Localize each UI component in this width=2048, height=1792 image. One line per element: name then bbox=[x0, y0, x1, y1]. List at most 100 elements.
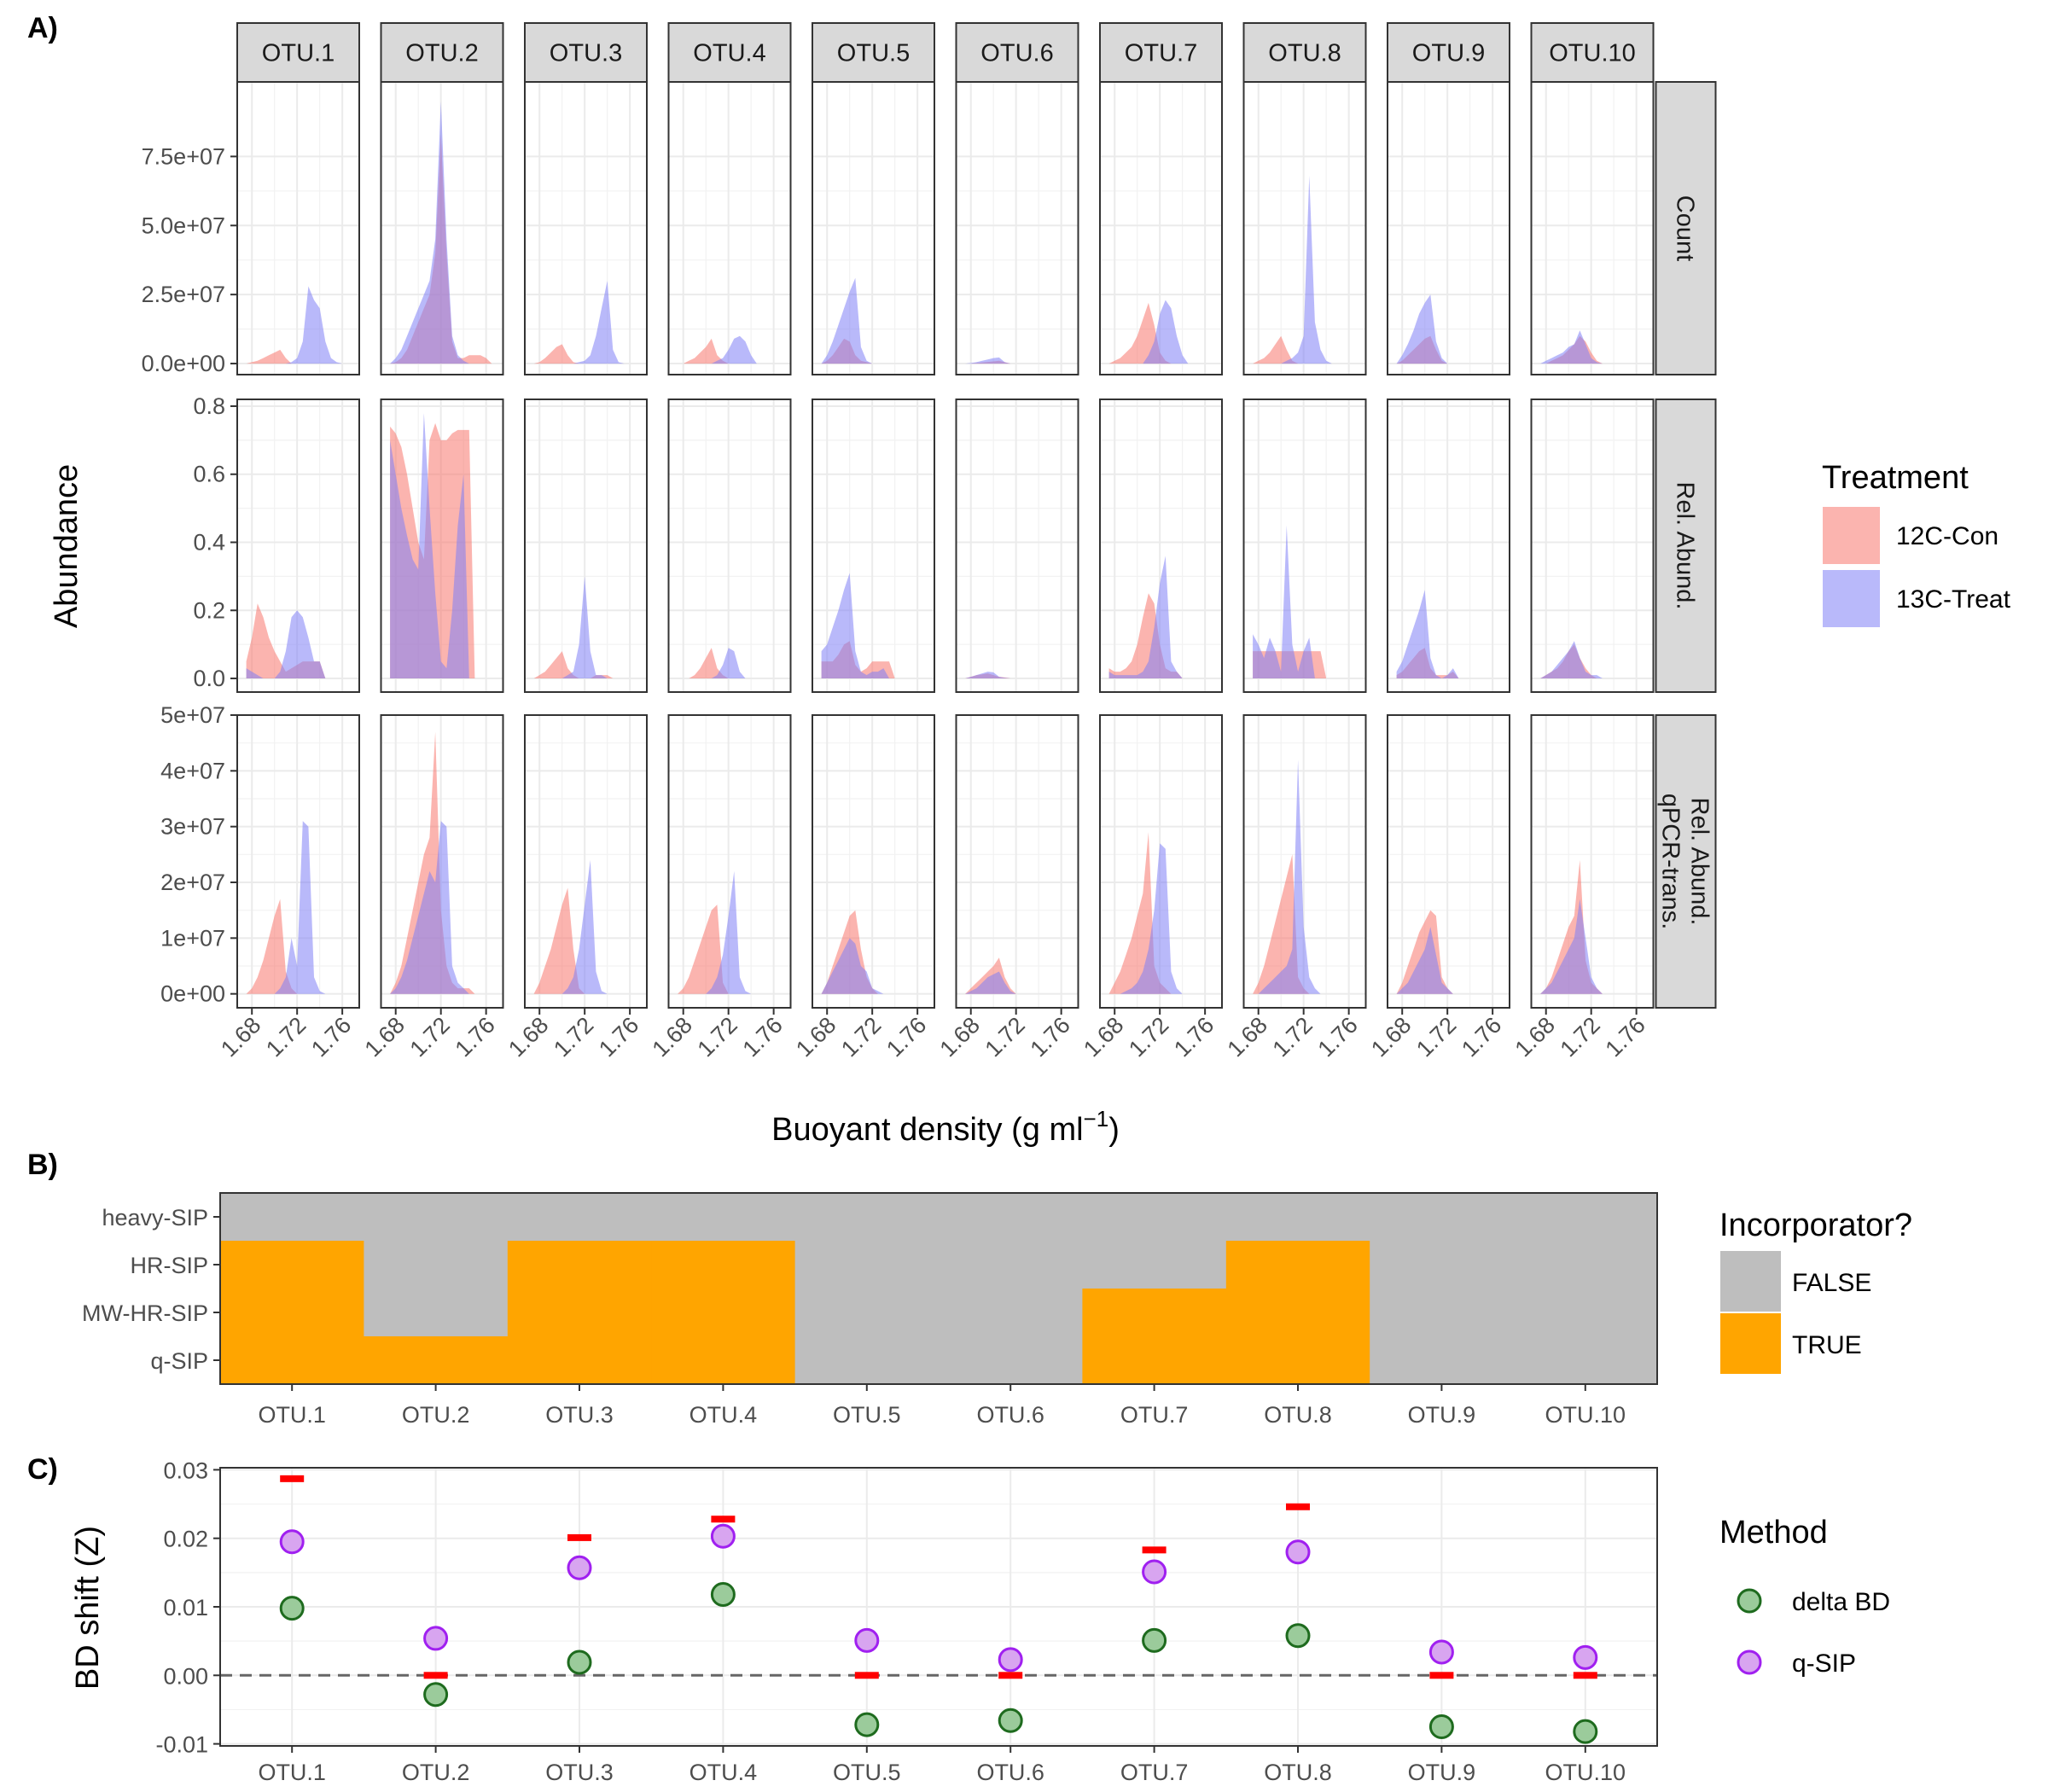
x-tick-label: 1.72 bbox=[1124, 1012, 1173, 1062]
heatmap-cell-q-sip-otu-4 bbox=[651, 1336, 796, 1385]
y-tick-label: 0.4 bbox=[193, 530, 225, 556]
heatmap-col-label-otu-8: OTU.8 bbox=[1264, 1402, 1332, 1428]
facet-border bbox=[1242, 81, 1367, 375]
facet-qpcr-otu-6 bbox=[955, 714, 1079, 1009]
heatmap-cell-mw-hr-sip-otu-4 bbox=[651, 1289, 796, 1337]
point-delta-bd-otu-2 bbox=[423, 1682, 449, 1708]
area-13c-treat bbox=[1396, 294, 1498, 364]
panel-a-letter: A) bbox=[27, 12, 58, 44]
heatmap-cell-heavy-sip-otu-10 bbox=[1513, 1193, 1658, 1242]
area-12c-con bbox=[246, 603, 348, 678]
facet-count-otu-4 bbox=[667, 81, 792, 375]
heatmap-cell-mw-hr-sip-otu-6 bbox=[939, 1289, 1083, 1337]
area-13c-treat bbox=[678, 648, 780, 678]
facet-border bbox=[812, 714, 935, 1009]
area-12c-con bbox=[533, 344, 636, 364]
x-tick-label: 1.72 bbox=[261, 1012, 311, 1062]
y-tick-label: 0e+00 bbox=[160, 981, 225, 1007]
x-tick-label-otu-1: OTU.1 bbox=[258, 1760, 326, 1785]
strip-row-label-count: Count bbox=[1672, 195, 1699, 261]
facet-border bbox=[1387, 399, 1510, 693]
facet-border bbox=[1099, 714, 1223, 1009]
area-13c-treat bbox=[965, 357, 1068, 364]
x-tick-label: 1.68 bbox=[935, 1012, 985, 1062]
x-tick-label: 1.76 bbox=[881, 1012, 931, 1062]
facet-count-otu-5 bbox=[812, 81, 935, 375]
strip-label-otu-8: OTU.8 bbox=[1268, 40, 1341, 67]
facet-border bbox=[524, 399, 648, 693]
x-tick-label: 1.76 bbox=[1313, 1012, 1363, 1062]
point-q-sip-otu-3 bbox=[567, 1555, 592, 1580]
x-tick-label: 1.68 bbox=[1366, 1012, 1416, 1062]
facet-background bbox=[668, 399, 791, 692]
facet-border bbox=[380, 714, 504, 1009]
facet-count-otu-10 bbox=[1530, 81, 1655, 375]
facet-rel-otu-1 bbox=[236, 399, 360, 693]
x-tick-label-otu-8: OTU.8 bbox=[1264, 1760, 1332, 1785]
facet-count-otu-7 bbox=[1099, 81, 1223, 375]
x-tick-label: 1.68 bbox=[216, 1012, 265, 1062]
x-tick-label: 1.72 bbox=[549, 1012, 598, 1062]
area-13c-treat bbox=[533, 281, 636, 364]
facet-rel-otu-2 bbox=[380, 399, 504, 693]
y-tick-label: 0.02 bbox=[163, 1527, 208, 1552]
legend-method-title: Method bbox=[1719, 1515, 1828, 1551]
panel-c: -0.01 0.00 0.01 0.02 0.03 OTU.1 OTU.2 OTU.3 OTU.… bbox=[70, 1457, 1890, 1785]
facet-background bbox=[1388, 715, 1510, 1008]
strip-otu-8 bbox=[1242, 22, 1367, 83]
facet-count-otu-3 bbox=[524, 81, 648, 375]
x-axis-title-superscript: −1 bbox=[1084, 1106, 1109, 1132]
strip-label-otu-9: OTU.9 bbox=[1412, 40, 1485, 67]
heatmap-row-label-mw-hr-sip: MW-HR-SIP bbox=[82, 1300, 208, 1326]
point-q-sip-otu-10 bbox=[1573, 1644, 1598, 1670]
heatmap-col-label-otu-3: OTU.3 bbox=[545, 1402, 614, 1428]
heatmap-cell-mw-hr-sip-otu-5 bbox=[794, 1289, 940, 1337]
legend-key-delta-bd bbox=[1737, 1588, 1762, 1614]
point-q-sip-otu-6 bbox=[998, 1647, 1023, 1673]
heatmap-cell-heavy-sip-otu-6 bbox=[939, 1193, 1083, 1242]
facet-background bbox=[812, 715, 934, 1008]
heatmap-cell-heavy-sip-otu-2 bbox=[364, 1193, 509, 1242]
facet-border bbox=[236, 81, 360, 375]
x-tick-label-otu-3: OTU.3 bbox=[545, 1760, 614, 1785]
x-tick-label-otu-2: OTU.2 bbox=[402, 1760, 470, 1785]
strip-label-otu-2: OTU.2 bbox=[405, 40, 478, 67]
y-tick-label: 0.2 bbox=[193, 597, 225, 623]
legend-label-false: FALSE bbox=[1792, 1269, 1871, 1297]
area-13c-treat bbox=[1396, 590, 1498, 678]
point-q-sip-otu-9 bbox=[1428, 1639, 1454, 1665]
heatmap-row-label-heavy-sip: heavy-SIP bbox=[102, 1205, 208, 1231]
true-value-marker-otu-3 bbox=[567, 1533, 591, 1541]
facet-border bbox=[1530, 399, 1655, 693]
point-delta-bd-otu-5 bbox=[854, 1712, 880, 1737]
y-tick-label: 4e+07 bbox=[160, 758, 225, 783]
area-12c-con bbox=[1253, 335, 1355, 364]
heatmap-cell-q-sip-otu-7 bbox=[1082, 1336, 1227, 1385]
facet-border bbox=[1530, 714, 1655, 1009]
heatmap-cell-heavy-sip-otu-1 bbox=[220, 1193, 364, 1242]
facet-background bbox=[1531, 399, 1654, 692]
facet-border bbox=[380, 81, 504, 375]
x-tick-label: 1.76 bbox=[1601, 1012, 1650, 1062]
strip-otu-6 bbox=[955, 22, 1079, 83]
facet-qpcr-otu-10 bbox=[1530, 714, 1655, 1009]
facet-background bbox=[237, 82, 359, 375]
facet-qpcr-otu-1 bbox=[236, 714, 360, 1009]
point-delta-bd-otu-10 bbox=[1573, 1719, 1598, 1744]
x-tick-label: 1.76 bbox=[1169, 1012, 1219, 1062]
strip-row-label-line: qPCR-trans. bbox=[1657, 794, 1684, 930]
area-13c-treat bbox=[390, 101, 492, 364]
true-value-marker-otu-8 bbox=[1286, 1503, 1310, 1510]
area-13c-treat bbox=[678, 870, 780, 994]
legend-key-12c-con bbox=[1823, 507, 1880, 564]
facet-background bbox=[956, 715, 1079, 1008]
point-delta-bd-otu-7 bbox=[1142, 1627, 1167, 1653]
legend-incorporator-title: Incorporator? bbox=[1719, 1207, 1912, 1243]
legend-label-q-sip: q-SIP bbox=[1792, 1649, 1856, 1678]
strip-otu-1 bbox=[236, 22, 360, 83]
strip-label-otu-5: OTU.5 bbox=[837, 40, 910, 67]
facet-background bbox=[812, 82, 934, 375]
true-value-marker-otu-1 bbox=[280, 1475, 305, 1482]
y-tick-label: -0.01 bbox=[155, 1732, 208, 1758]
